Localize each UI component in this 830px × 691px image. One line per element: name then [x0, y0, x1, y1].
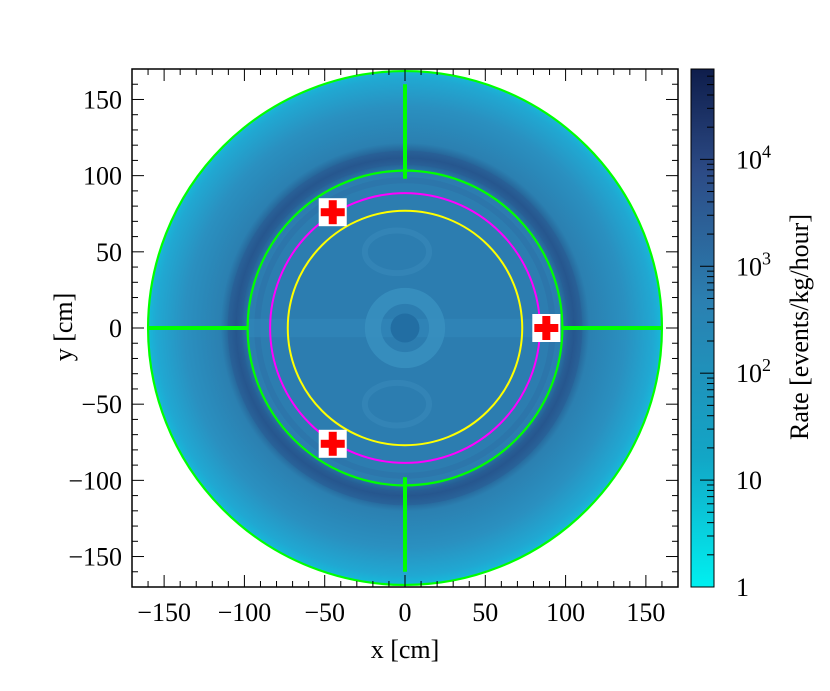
marker-1-cross: [320, 200, 345, 225]
marker-2-cross: [534, 316, 559, 340]
x-tick-label: −150: [137, 598, 191, 627]
y-axis: 150 100 50 0 −50 −100 −150: [68, 68, 678, 588]
y-tick-label: −150: [68, 543, 122, 572]
color-scale-tick-exponent: 4: [762, 141, 771, 161]
y-tick-label: 0: [109, 314, 122, 343]
color-scale-tick-exponent: 2: [762, 355, 771, 375]
marker-3-cross: [320, 431, 345, 456]
color-scale-tick-base: 10: [736, 359, 762, 388]
color-scale-gradient: [691, 69, 714, 587]
upper-feature: [361, 227, 433, 277]
detector-core: [390, 313, 420, 343]
color-scale-tick-base: 1: [736, 573, 749, 602]
y-tick-label: 150: [83, 85, 122, 114]
marker-1-vbar: [328, 200, 337, 225]
x-tick-label: 150: [626, 598, 665, 627]
marker-3-vbar: [328, 431, 337, 456]
plot-area: [146, 69, 664, 587]
color-scale-tick-label: 103: [736, 248, 771, 281]
x-tick-label: −50: [304, 598, 345, 627]
y-tick-label: 100: [83, 162, 122, 191]
color-scale-tick-label: 104: [736, 141, 771, 174]
color-scale-tick-base: 10: [736, 252, 762, 281]
marker-2-vbar: [542, 316, 551, 340]
lower-feature: [361, 379, 433, 429]
y-tick-label: −100: [68, 466, 122, 495]
color-scale-tick-exponent: 3: [762, 248, 771, 268]
x-tick-label: −100: [218, 598, 272, 627]
yellow-fiducial-circle: [286, 209, 524, 447]
color-scale-tick-label: 10: [736, 466, 762, 495]
color-scale-title: Rate [events/kg/hour]: [785, 214, 814, 440]
inner-boundary-circle: [246, 169, 564, 487]
x-axis-title: x [cm]: [371, 635, 440, 664]
color-scale-tick-base: 10: [736, 145, 762, 174]
y-tick-label: −50: [81, 390, 122, 419]
detector-ring: [364, 287, 446, 369]
y-axis-title: y [cm]: [49, 293, 78, 362]
x-axis: −150 −100 −50 0 50 100 150: [131, 69, 679, 627]
x-tick-label: 100: [546, 598, 585, 627]
x-tick-label: 0: [399, 598, 412, 627]
color-scale-tick-base: 10: [736, 466, 762, 495]
color-scale-tick-label: 102: [736, 355, 771, 388]
x-tick-label: 50: [472, 598, 498, 627]
color-scale-tick-label: 1: [736, 573, 749, 602]
y-tick-label: 50: [96, 238, 122, 267]
